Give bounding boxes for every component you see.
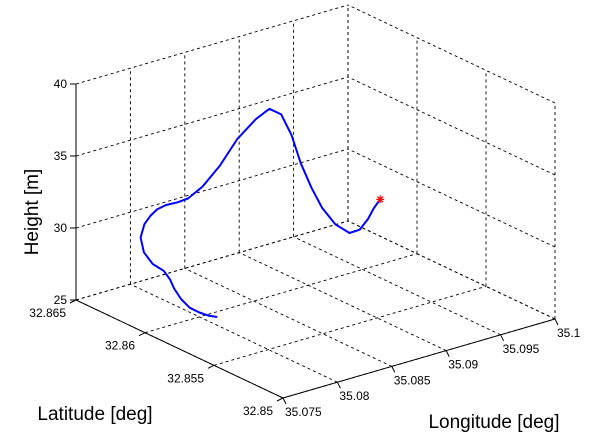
trajectory-line [141, 109, 381, 317]
y-tick-mark [208, 365, 214, 368]
x-tick-label: 35.08 [339, 389, 369, 403]
sidewall-gridline-z [348, 77, 555, 175]
axes-frame [70, 84, 558, 404]
sidewall-gridline-z [348, 221, 555, 319]
z-tick-label: 40 [54, 77, 68, 91]
x-tick-label: 35.1 [557, 326, 581, 340]
backwall-gridline-z [76, 221, 348, 300]
y-tick-label: 32.865 [29, 306, 66, 320]
z-tick-label: 30 [54, 221, 68, 235]
backwall-gridline-z [76, 77, 348, 156]
y-tick-mark [277, 398, 283, 401]
y-tick-label: 32.855 [167, 371, 204, 385]
floor-gridline-x [130, 284, 337, 382]
floor-gridline-x [294, 237, 501, 335]
x-tick-mark [501, 335, 504, 341]
x-tick-mark [283, 398, 286, 404]
floor-gridline-x [239, 253, 446, 351]
y-tick-label: 32.86 [105, 339, 135, 353]
floor-gridline-y [214, 286, 486, 365]
y-axis-label: Latitude [deg] [37, 404, 152, 425]
backwall-gridline-z [76, 5, 348, 84]
z-tick-label: 25 [54, 293, 68, 307]
floor-gridline-y [145, 254, 417, 333]
y-tick-mark [139, 333, 145, 336]
sidewall-gridline-z [348, 5, 555, 103]
grid-layer [76, 5, 555, 398]
x-tick-label: 35.09 [448, 358, 478, 372]
backwall-gridline-z [76, 149, 348, 228]
x-tick-label: 35.075 [285, 405, 322, 419]
x-tick-label: 35.095 [503, 342, 540, 356]
z-axis-label: Height [m] [22, 169, 43, 256]
x-axis-label: Longitude [deg] [428, 412, 559, 433]
y-tick-label: 32.85 [243, 404, 273, 418]
x-tick-mark [337, 382, 340, 388]
x-tick-label: 35.085 [394, 373, 431, 387]
tick-labels: 35.075 35.08 35.085 35.09 35.095 35.1 32.85 32.… [29, 77, 580, 419]
x-tick-mark [392, 366, 395, 372]
x-tick-mark [446, 351, 449, 357]
end-point-marker [376, 195, 384, 203]
z-tick-label: 35 [54, 149, 68, 163]
x-tick-mark [555, 319, 558, 325]
